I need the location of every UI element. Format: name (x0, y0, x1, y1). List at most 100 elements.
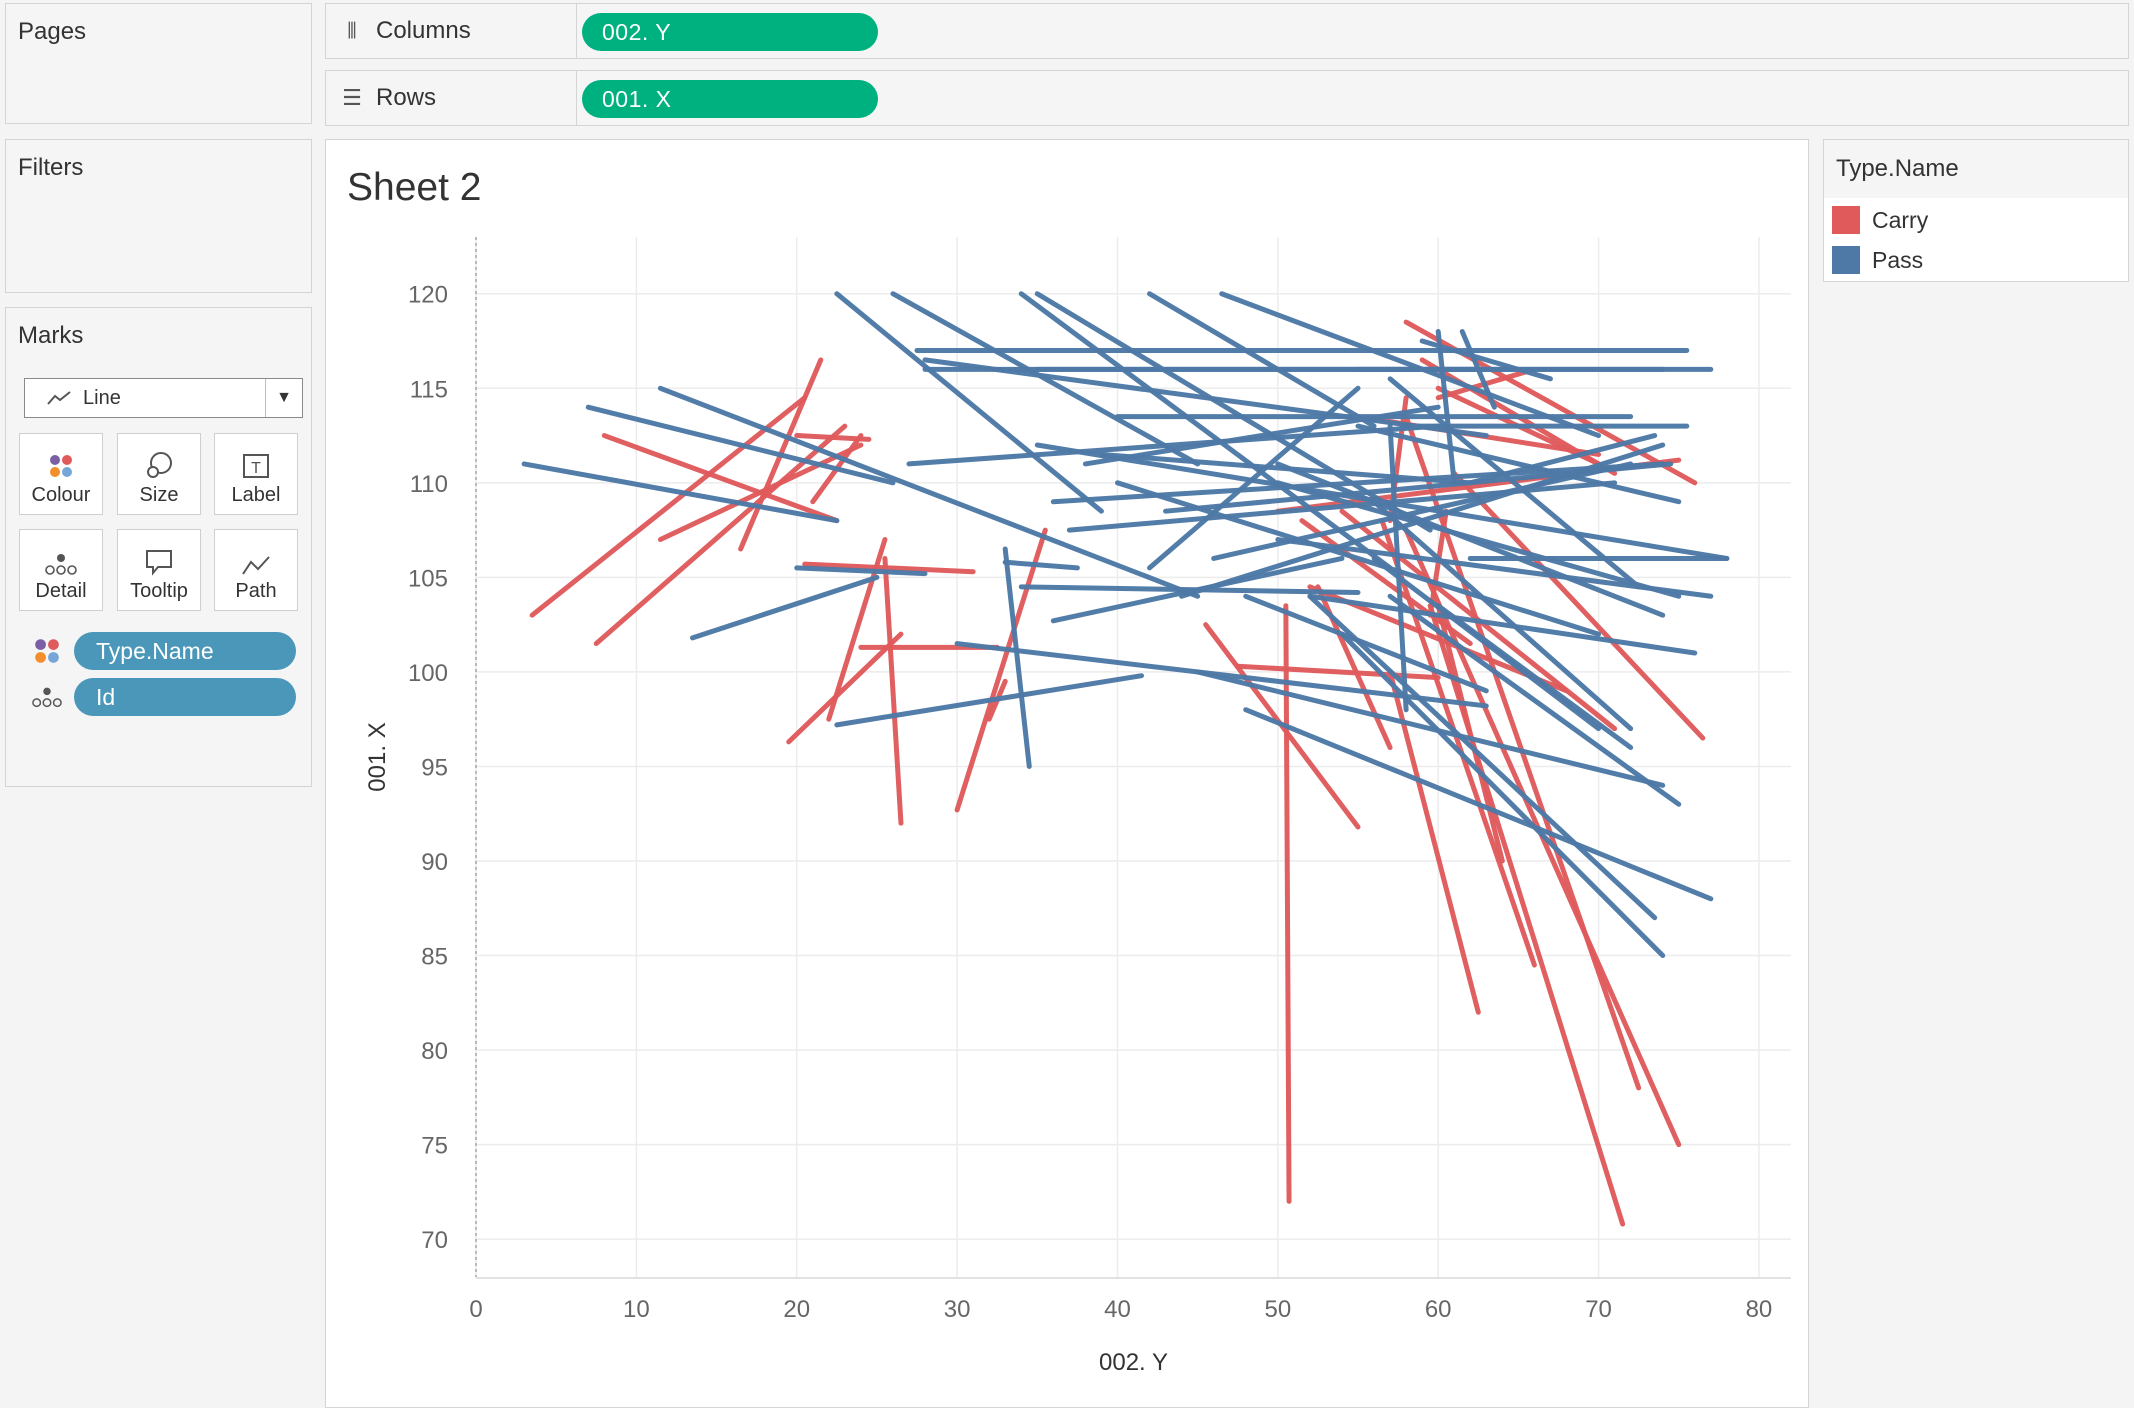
pass-line-segment (1371, 499, 1634, 732)
sheet-title: Sheet 2 (347, 166, 482, 209)
colour-legend[interactable]: Type.Name Carry Pass (1823, 139, 2129, 282)
pass-line-segment (1098, 451, 1473, 486)
x-tick-label: 40 (1104, 1296, 1131, 1323)
columns-label: Columns (376, 17, 471, 44)
legend-swatch-carry (1832, 206, 1860, 234)
pass-line-segment (1459, 329, 1497, 410)
pass-line-segment (689, 574, 880, 641)
svg-text:T: T (251, 460, 261, 477)
columns-icon: ⦀ (347, 18, 357, 43)
path-button[interactable]: Path (214, 529, 298, 611)
pass-line-segment (1435, 603, 1634, 751)
marks-panel: Marks Line ▼ Colour Size T Label Detail … (5, 307, 312, 787)
y-tick-label: 75 (421, 1133, 448, 1160)
pass-line-segment (1307, 593, 1658, 921)
colour-button[interactable]: Colour (19, 433, 103, 515)
id-field-pill[interactable]: Id (74, 678, 296, 716)
pass-line-segment (585, 404, 896, 486)
type-name-field-pill[interactable]: Type.Name (74, 632, 296, 670)
y-tick-label: 120 (408, 282, 448, 309)
mark-type-dropdown[interactable]: Line ▼ (24, 378, 303, 418)
pass-line-segment (1243, 707, 1714, 902)
y-tick-label: 100 (408, 660, 448, 687)
detail-encoding-icon (32, 687, 62, 708)
pass-line-segment (1002, 559, 1080, 571)
pass-line-segment (1275, 461, 1666, 618)
pass-line-segment (1275, 537, 1714, 599)
detail-label: Detail (35, 580, 87, 602)
columns-field-pill[interactable]: 002. Y (582, 13, 878, 51)
pass-line-segment (1387, 593, 1682, 807)
rows-shelf[interactable]: ☰ Rows 001. X (325, 70, 2129, 126)
size-icon (147, 452, 172, 478)
path-label: Path (235, 580, 277, 602)
chevron-down-icon[interactable]: ▼ (265, 379, 302, 417)
pass-line-segment (1387, 376, 1642, 590)
carry-line-segment (1387, 669, 1481, 1015)
x-tick-label: 10 (623, 1296, 650, 1323)
carry-line-segment (657, 442, 864, 543)
carry-line-segment (786, 631, 904, 745)
y-tick-label: 105 (408, 565, 448, 592)
columns-shelf[interactable]: ⦀ Columns 002. Y (325, 3, 2129, 59)
line-mark-icon (47, 391, 71, 405)
pass-line-segment (890, 291, 1201, 467)
legend-item-pass[interactable]: Pass (1832, 245, 1923, 275)
size-button[interactable]: Size (117, 433, 201, 515)
legend-item-carry[interactable]: Carry (1832, 205, 1928, 235)
y-axis-title: 001. X (364, 722, 391, 791)
filters-panel[interactable]: Filters (5, 139, 312, 293)
y-tick-label: 85 (421, 944, 448, 971)
label-icon: T (243, 454, 269, 478)
pass-line-segment (1050, 555, 1345, 624)
y-tick-label: 110 (410, 471, 448, 498)
x-tick-label: 30 (944, 1296, 971, 1323)
pass-line-segment (657, 385, 1201, 599)
y-tick-label: 90 (421, 849, 448, 876)
pass-line-segment (1243, 593, 1489, 694)
marks-title: Marks (18, 322, 84, 349)
y-tick-label: 80 (421, 1038, 448, 1065)
rows-label: Rows (376, 84, 437, 111)
legend-swatch-pass (1832, 246, 1860, 274)
x-tick-label: 80 (1746, 1296, 1773, 1323)
carry-line-segment (954, 527, 1048, 813)
pass-line-segment (906, 423, 1441, 467)
pass-line-segment (1339, 631, 1666, 959)
x-tick-label: 50 (1264, 1296, 1291, 1323)
pass-line-segment (834, 291, 1104, 514)
y-tick-label: 70 (421, 1227, 448, 1254)
pass-line-segment (1275, 480, 1682, 599)
x-axis-title: 002. Y (1099, 1349, 1168, 1376)
pass-line-segment (521, 461, 840, 524)
tooltip-button[interactable]: Tooltip (117, 529, 201, 611)
size-label: Size (139, 484, 179, 506)
pass-line-segment (834, 673, 1145, 728)
x-tick-label: 60 (1425, 1296, 1452, 1323)
tooltip-label: Tooltip (130, 580, 188, 602)
x-tick-label: 0 (469, 1296, 482, 1323)
y-tick-label: 115 (410, 376, 448, 403)
colour-icon (50, 455, 72, 477)
pass-line-segment (1467, 433, 1658, 486)
sheet-view[interactable]: Sheet 2 0 10 20 30 40 50 60 70 80 70 75 80 85 90 95 100… (325, 139, 1809, 1408)
tooltip-icon (146, 550, 172, 576)
carry-line-segment (1435, 603, 1505, 864)
mark-type-label: Line (83, 386, 121, 409)
pages-title: Pages (18, 18, 87, 45)
pass-line-segment (1387, 423, 1409, 713)
y-tick-label: 95 (421, 754, 448, 781)
rows-field-pill[interactable]: 001. X (582, 80, 878, 118)
line-chart[interactable]: 0 10 20 30 40 50 60 70 80 70 75 80 85 90 95 100 105 110 11… (326, 140, 1808, 1407)
carry-line-segment (794, 433, 872, 442)
pass-line-segment (1419, 338, 1553, 382)
legend-title: Type.Name (1824, 140, 2128, 198)
pages-panel[interactable]: Pages (5, 3, 312, 124)
carry-line-segment (529, 395, 808, 618)
detail-button[interactable]: Detail (19, 529, 103, 611)
pass-line-segment (1307, 593, 1698, 656)
colour-label: Colour (31, 484, 91, 506)
label-button[interactable]: T Label (214, 433, 298, 515)
legend-label-carry: Carry (1872, 206, 1929, 233)
x-tick-label: 70 (1585, 1296, 1612, 1323)
